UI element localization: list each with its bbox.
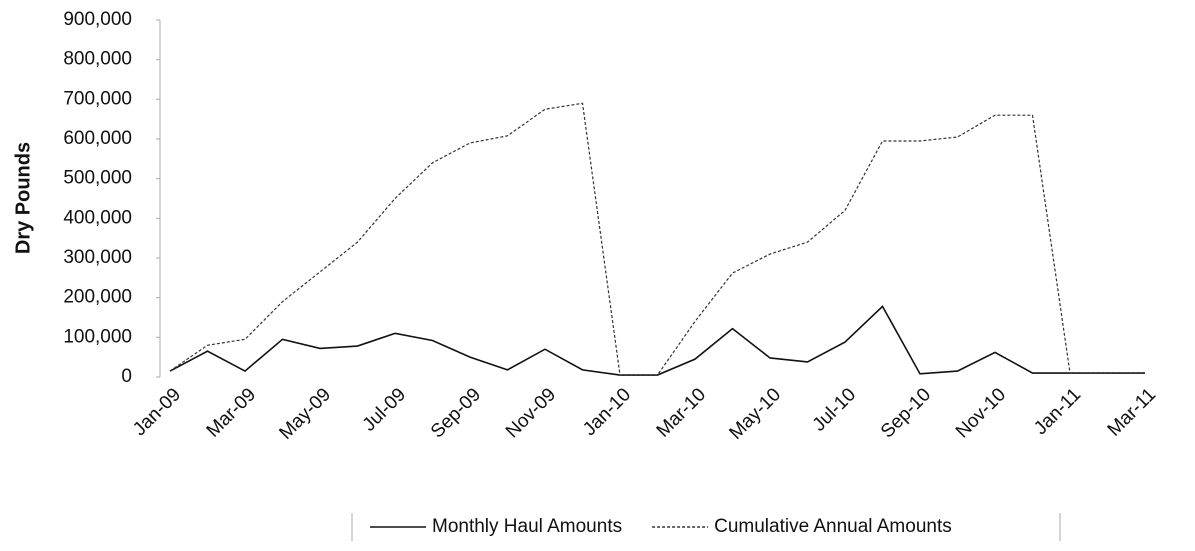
- x-tick-label: Nov-10: [952, 384, 1010, 442]
- y-tick-label: 300,000: [63, 247, 132, 268]
- x-tick-label: Sep-09: [427, 384, 485, 442]
- y-tick-label: 100,000: [63, 326, 132, 347]
- y-tick-label: 200,000: [63, 287, 132, 308]
- series-line: [169, 102, 1145, 376]
- x-tick-label: Sep-10: [877, 384, 935, 442]
- y-tick-label: 700,000: [63, 88, 132, 109]
- x-tick-label: Mar-09: [203, 384, 260, 441]
- x-tick-label: Mar-10: [653, 384, 710, 441]
- y-tick-label: 800,000: [63, 49, 132, 70]
- legend-label: Monthly Haul Amounts: [432, 516, 622, 537]
- x-tick-label: Jul-09: [359, 384, 410, 435]
- y-tick-label: 900,000: [63, 9, 132, 30]
- series-line: [169, 305, 1145, 376]
- y-tick-label: 600,000: [63, 128, 132, 149]
- legend-label: Cumulative Annual Amounts: [714, 516, 952, 537]
- x-tick-label: Jan-11: [1030, 384, 1085, 439]
- x-tick-label: Jan-09: [129, 384, 185, 440]
- x-tick-label: May-09: [275, 384, 335, 444]
- y-axis-title: Dry Pounds: [12, 142, 34, 254]
- y-tick-label: 500,000: [63, 168, 132, 189]
- x-tick-label: Jul-10: [809, 384, 860, 435]
- x-tick-label: May-10: [725, 384, 785, 444]
- y-tick-label: 400,000: [63, 207, 132, 228]
- x-tick-label: Jan-10: [579, 384, 635, 440]
- x-tick-label: Mar-11: [1104, 384, 1160, 440]
- x-tick-label: Nov-09: [502, 384, 560, 442]
- y-tick-label: 0: [121, 366, 132, 387]
